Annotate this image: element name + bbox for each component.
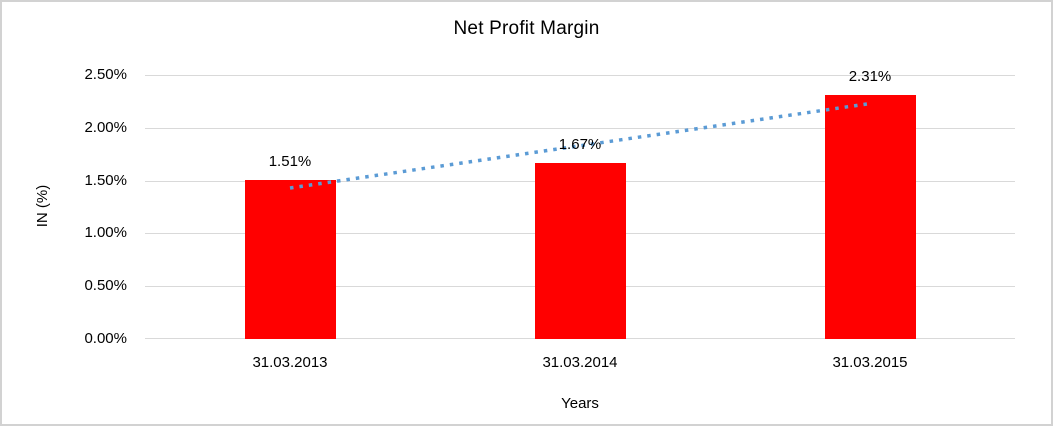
- chart-title: Net Profit Margin: [453, 18, 600, 39]
- y-tick-label: 1.50%: [84, 171, 127, 189]
- x-tick-label: 31.03.2013: [252, 354, 328, 371]
- trendline: [289, 101, 871, 190]
- bar-value-label: 1.67%: [558, 135, 602, 153]
- gridline: [145, 75, 1015, 76]
- bar: [824, 95, 916, 339]
- bar: [244, 179, 336, 339]
- x-tick-label: 31.03.2014: [542, 354, 618, 371]
- gridline: [145, 127, 1015, 129]
- y-tick-label: 1.00%: [84, 224, 127, 242]
- bar-value-label: 1.51%: [268, 152, 312, 170]
- y-tick-label: 2.00%: [84, 118, 127, 136]
- y-tick-label: 0.00%: [84, 330, 127, 347]
- x-tick-label: 31.03.2015: [832, 354, 908, 371]
- bar: [534, 162, 626, 339]
- bar-value-label: 2.31%: [848, 68, 892, 86]
- y-tick-label: 2.50%: [84, 66, 127, 83]
- trendline-path: [289, 101, 871, 190]
- y-axis-title: IN (%): [34, 184, 51, 228]
- x-axis-title: Years: [561, 395, 599, 412]
- plot-area: 1.51% 1.67% 2.31%: [145, 68, 1015, 339]
- y-tick-label: 0.50%: [84, 277, 127, 295]
